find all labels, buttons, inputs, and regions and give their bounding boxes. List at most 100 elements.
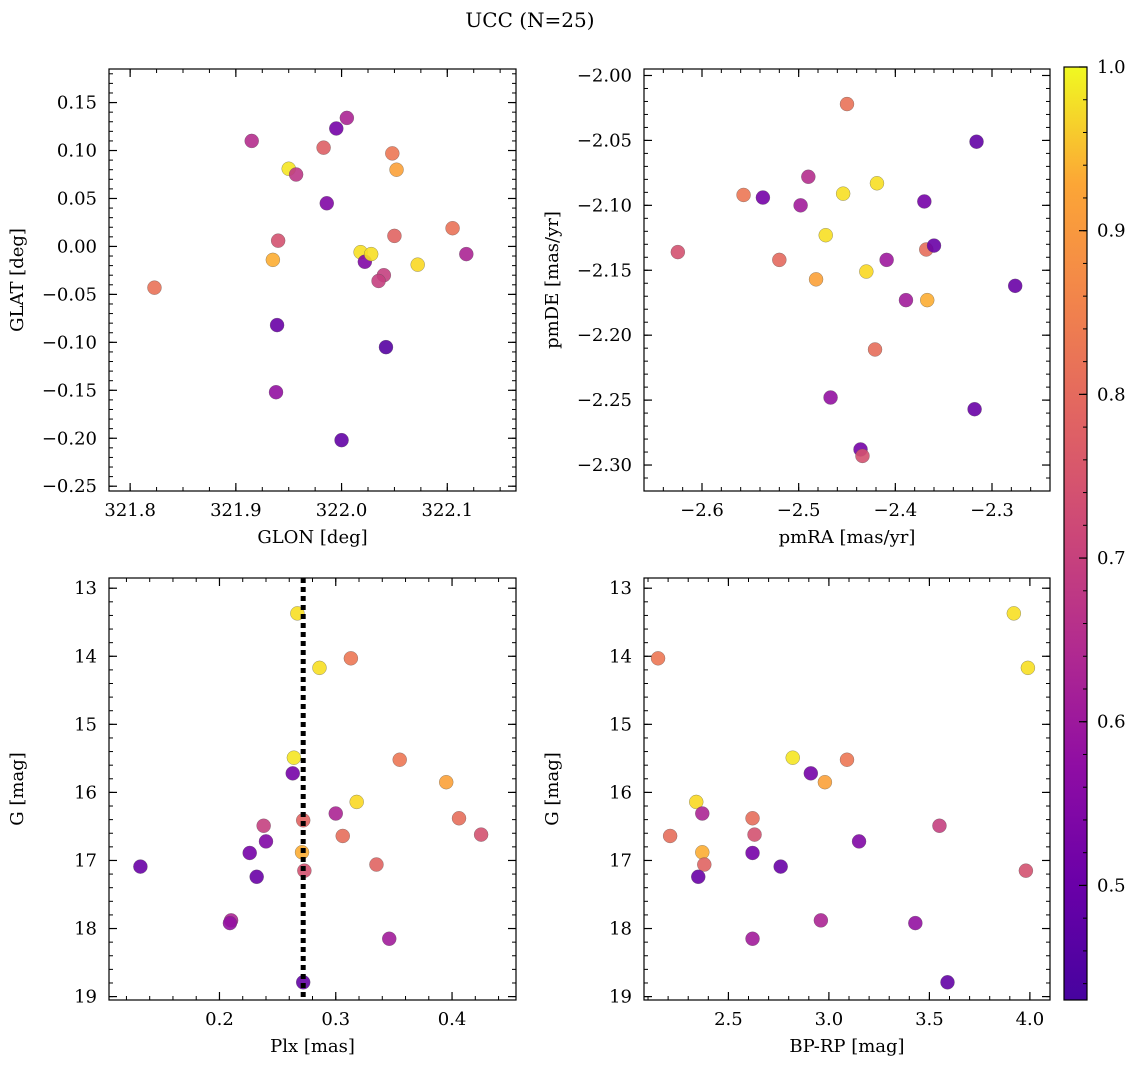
scatter-point [410, 257, 425, 272]
scatter-point [244, 133, 259, 149]
y-tick-label: −2.00 [577, 65, 632, 86]
x-tick-label: 322.0 [316, 500, 368, 521]
scatter-point [258, 834, 274, 849]
scatter-point [334, 432, 349, 448]
scatter-point [879, 252, 894, 268]
panel-plx-g: 0.2 0.3 0.4 13 14 15 16 17 18 19 Plx [mas] G [mag] [7, 577, 517, 1057]
y-axis-label: pmDE [mas/yr] [542, 211, 563, 349]
x-tick-label: 0.2 [205, 1009, 234, 1030]
scatter-point [1007, 278, 1023, 294]
scatter-point [689, 794, 704, 810]
scatter-point [335, 828, 350, 844]
y-tick-label: 18 [74, 919, 97, 940]
x-tick-label: −2.3 [970, 500, 1014, 521]
y-tick-label: 16 [609, 782, 632, 803]
scatter-point [269, 317, 285, 333]
axes-frame [643, 577, 1051, 1001]
x-tick-label: 3.5 [915, 1009, 944, 1030]
y-tick-label: 15 [609, 714, 632, 735]
scatter-point [823, 390, 838, 405]
scatter-point [316, 140, 331, 155]
scatter-point [270, 233, 286, 248]
colorbar-tick-label: 1.0 [1097, 57, 1126, 78]
scatter-point [387, 228, 402, 244]
scatter-point [869, 176, 885, 191]
y-tick-label: 19 [74, 987, 97, 1008]
scatter-point [695, 806, 710, 821]
scatter-point [736, 187, 751, 203]
scatter-point [343, 651, 359, 666]
y-tick-label: 17 [74, 850, 97, 871]
scatter-point [385, 146, 400, 161]
y-tick-label: 18 [609, 919, 632, 940]
scatter-point [329, 121, 344, 136]
scatter-point [969, 134, 984, 149]
x-axis-label: Plx [mas] [270, 1036, 355, 1057]
y-tick-label: 16 [74, 782, 97, 803]
scatter-point [867, 342, 883, 357]
scatter-point [349, 794, 364, 810]
scatter-point [839, 752, 855, 767]
axes-frame [108, 68, 517, 492]
scatter-point [286, 750, 302, 765]
scatter-point [369, 857, 384, 872]
scatter-point [133, 859, 148, 874]
scatter-point [445, 220, 460, 236]
x-tick-label: 4.0 [1016, 1009, 1045, 1030]
colorbar-tick-label: 0.9 [1097, 221, 1126, 242]
scatter-point [908, 915, 923, 931]
scatter-point [1018, 863, 1034, 878]
x-axis-label: BP-RP [mag] [789, 1036, 904, 1057]
y-axis-label: GLAT [deg] [7, 228, 28, 332]
scatter-point [691, 869, 706, 885]
y-tick-label: 19 [609, 987, 632, 1008]
scatter-point [662, 828, 678, 844]
scatter-point [1020, 660, 1036, 676]
scatter-point [459, 246, 474, 262]
scatter-point [288, 167, 304, 182]
y-tick-label: 17 [609, 850, 632, 871]
scatter-point [813, 913, 829, 928]
scatter-point [745, 811, 760, 826]
scatter-point [745, 845, 760, 861]
x-tick-label: −2.5 [777, 500, 821, 521]
x-tick-label: −2.4 [873, 500, 917, 521]
scatter-point [256, 818, 271, 834]
x-tick-label: −2.6 [680, 500, 724, 521]
colorbar-tick-label: 0.7 [1097, 548, 1126, 569]
scatter-point [473, 827, 489, 842]
scatter-point [859, 264, 874, 279]
scatter-point [755, 190, 771, 205]
scatter-point [697, 857, 712, 872]
y-tick-label: −0.25 [42, 476, 97, 497]
x-axis-label: GLON [deg] [257, 527, 367, 548]
scatter-point [371, 273, 386, 289]
scatter-point [392, 752, 407, 767]
y-tick-label: 14 [74, 646, 97, 667]
scatter-point [670, 244, 686, 260]
colorbar-tick-label: 0.5 [1097, 875, 1126, 896]
y-tick-label: −2.25 [577, 390, 632, 411]
scatter-point [835, 186, 851, 201]
scatter-point [222, 915, 238, 931]
panel-pm: −2.6 −2.5 −2.4 −2.3 −2.30 −2.25 −2.20 −2.15 −2.1… [542, 65, 1051, 548]
x-tick-label: 322.1 [422, 500, 474, 521]
axes-frame [643, 68, 1051, 492]
x-tick-label: 0.3 [321, 1009, 350, 1030]
scatter-point [249, 869, 264, 885]
scatter-point [363, 246, 379, 262]
colorbar: 0.5 0.6 0.7 0.8 0.9 1.0 [1063, 57, 1126, 1001]
scatter-point [967, 401, 982, 417]
scatter-point [817, 774, 833, 790]
scatter-point [328, 806, 344, 821]
scatter-point [926, 238, 942, 253]
scatter-point [265, 252, 281, 268]
scatter-point [940, 975, 955, 990]
scatter-point [803, 766, 819, 781]
scatter-point [839, 96, 855, 112]
x-axis-label: pmRA [mas/yr] [779, 527, 916, 548]
scatter-point [1006, 606, 1022, 621]
scatter-point [451, 811, 467, 826]
scatter-point [793, 198, 808, 213]
